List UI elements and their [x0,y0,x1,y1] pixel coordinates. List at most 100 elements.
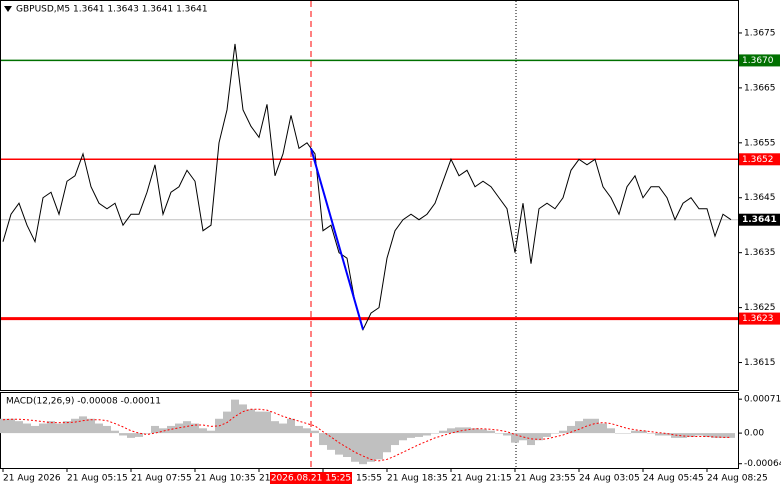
x-tick-label: 21 Aug 10:35 [195,474,256,484]
macd-bar [103,425,111,434]
level-label-box [739,312,780,325]
macd-bar [199,428,207,434]
bid-label: 1.3641 [742,215,777,225]
macd-bar [495,433,503,434]
macd-bar [471,428,479,434]
macd-bar [463,427,471,434]
macd-bar [567,425,575,434]
macd-bar [479,429,487,434]
macd-bar [727,433,735,438]
macd-bar [383,433,391,453]
macd-bar [615,433,623,434]
main-frame [0,0,739,391]
macd-bar [663,433,671,436]
macd-bar [455,427,463,434]
macd-bar [135,433,143,437]
macd-bar [647,433,655,434]
macd-bar [79,416,87,434]
macd-bar [487,430,495,434]
macd-bar [711,433,719,438]
macd-bar [447,428,455,434]
macd-bar [303,428,311,434]
macd-bar [719,433,727,438]
macd-bar [335,433,343,455]
macd-bar [367,433,375,462]
macd-bar [679,433,687,438]
x-tick-label: 21 Aug 23:55 [515,474,576,484]
macd-bar [279,423,287,434]
macd-title: MACD(12,26,9) -0.00008 -0.00011 [6,397,161,407]
menu-icon [4,6,12,12]
macd-bar [431,433,439,434]
x-tick-label: 21 Aug 07:55 [131,474,192,484]
macd-bar [263,411,271,434]
macd-bar [407,433,415,438]
macd-bar [127,433,135,438]
cursor-label-box [270,472,352,484]
macd-bar [535,433,543,441]
y-tick-label: 1.3615 [744,358,776,368]
macd-bar [583,418,591,434]
macd-bar [655,433,663,436]
macd-bar [151,425,159,434]
macd-bar [319,433,327,446]
cursor-label: 2026.08.21 15:25 [271,474,351,484]
macd-bar [95,423,103,434]
macd-bar [607,428,615,434]
x-tick-label: 24 Aug 05:45 [643,474,704,484]
macd-bar [327,433,335,450]
macd-bar [671,433,679,438]
macd-bar [63,421,71,434]
macd-bar [687,433,695,437]
y-tick-label: 1.3665 [744,83,776,93]
macd-bar [207,430,215,434]
macd-bar [519,433,527,441]
y-tick-label: 1.3635 [744,248,776,258]
macd-bar [23,423,31,434]
level-label-box [739,153,780,166]
macd-bar [343,433,351,458]
macd-bar [559,430,567,434]
y-tick-label: 1.3625 [744,303,776,313]
x-tick-label: 21 Aug 2026 [3,474,61,484]
macd-bar [575,421,583,434]
macd-bar [415,433,423,437]
x-tick-label: 21 Aug 18:35 [387,474,448,484]
macd-bar [503,433,511,436]
y-tick-label: 0.00071 [744,395,781,405]
macd-bar [55,423,63,434]
level-label: 1.3652 [742,155,774,165]
y-tick-label: 1.3675 [744,28,776,38]
macd-bar [311,430,319,434]
x-tick-label: 24 Aug 03:05 [579,474,640,484]
macd-bar [623,433,631,434]
level-label: 1.3670 [742,56,774,66]
macd-bar [543,433,551,437]
macd-bar [183,421,191,434]
x-tick-label: 21 [259,474,270,484]
macd-bar [391,433,399,446]
macd-bar [47,421,55,434]
macd-bar [191,423,199,434]
macd-bar [631,430,639,434]
x-tick-label: 21 Aug 21:15 [451,474,512,484]
macd-bar [159,428,167,434]
macd-bar [31,425,39,434]
macd-bar [295,425,303,434]
trendline [310,148,364,330]
macd-bar [527,433,535,446]
x-tick-label: 24 Aug 08:25 [707,474,768,484]
x-tick-label: 21 Aug 05:15 [67,474,128,484]
y-tick-label: -0.00064 [744,459,781,469]
macd-bar [359,433,367,465]
level-label-box [739,54,780,67]
macd-bar [695,433,703,436]
macd-bar [175,423,183,434]
macd-bar [119,433,127,436]
macd-bar [39,423,47,434]
y-tick-label: 0.00 [744,429,764,439]
macd-bar [7,418,15,434]
macd-bar [0,418,7,434]
